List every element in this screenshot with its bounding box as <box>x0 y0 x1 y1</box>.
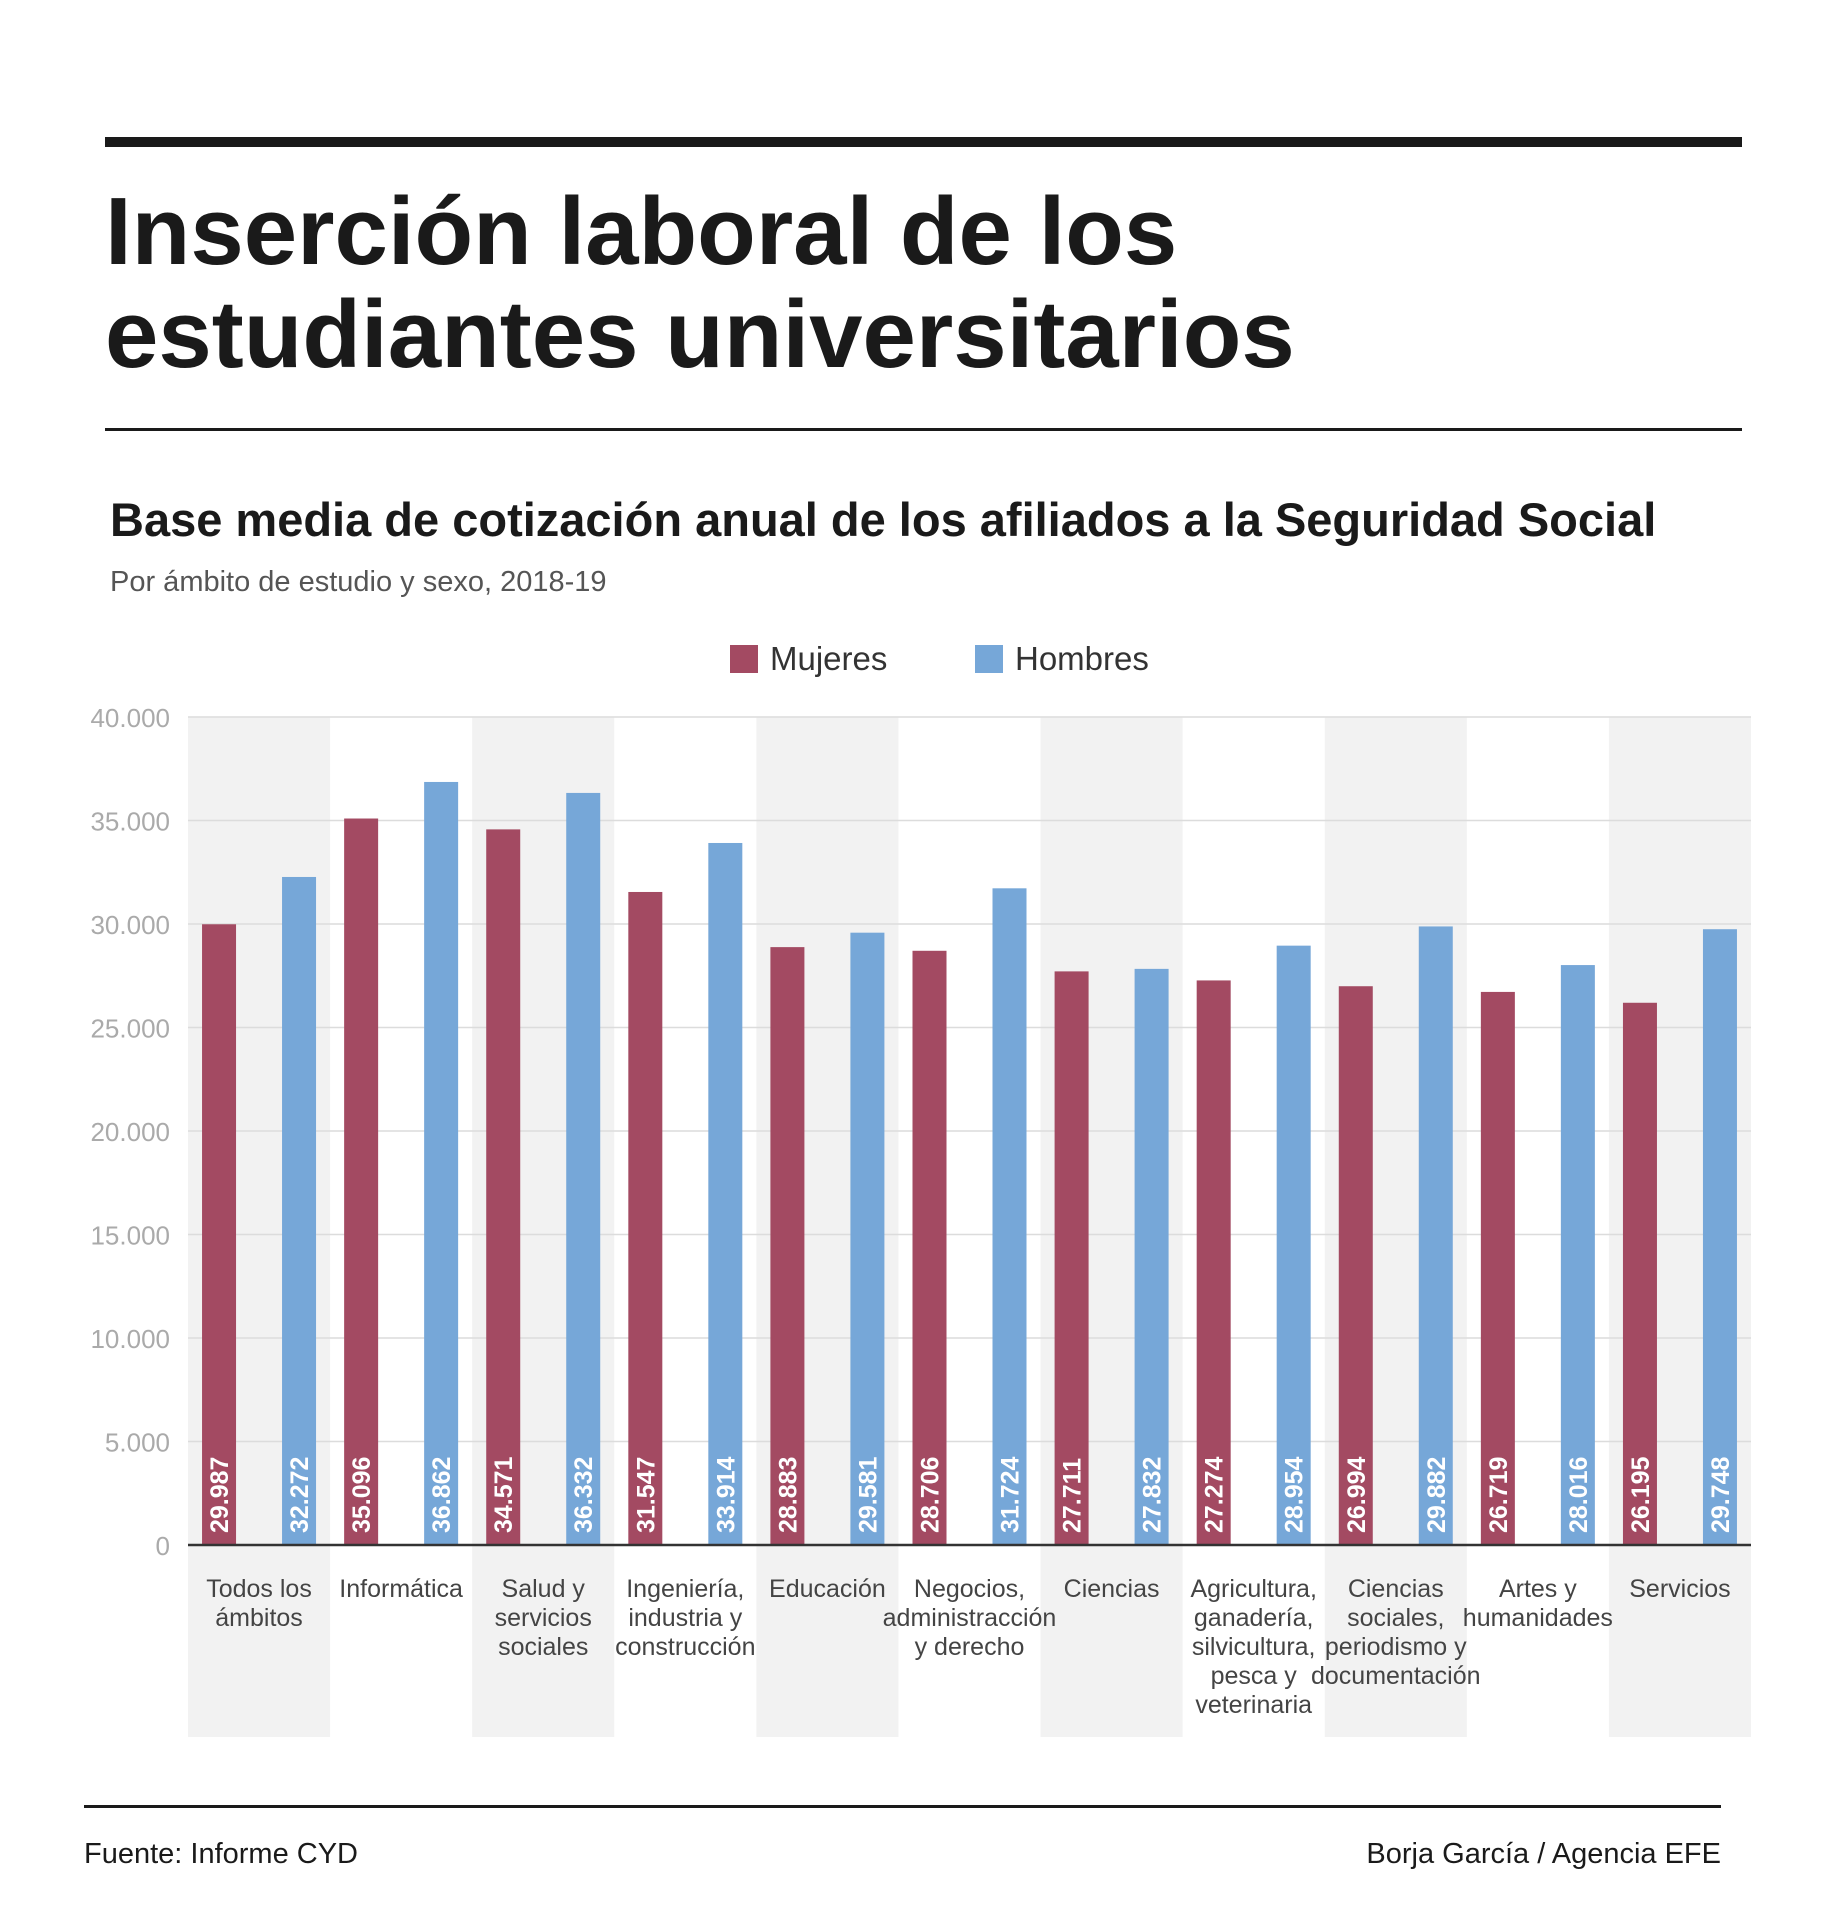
x-category-label: Negocios, administracción y derecho <box>883 1575 1057 1661</box>
y-tick-label: 40.000 <box>90 703 170 733</box>
bar-chart: 0 5.000 10.000 15.000 20.000 25.000 30.000 35.0… <box>90 703 1751 1737</box>
bar-value-label: 28.016 <box>1565 1457 1593 1533</box>
top-rule <box>105 137 1742 147</box>
bar-hombres <box>566 792 601 1545</box>
legend-swatch-mujeres <box>730 645 758 673</box>
bar-value-label: 26.994 <box>1343 1456 1371 1533</box>
x-category-label: Salud y servicios sociales <box>495 1575 592 1661</box>
bar-mujeres <box>1622 1002 1657 1545</box>
credit-note: Borja García / Agencia EFE <box>1366 1838 1721 1870</box>
legend-label-hombres: Hombres <box>1015 640 1149 677</box>
x-category-label: Educación <box>769 1575 886 1603</box>
bar-value-label: 34.571 <box>490 1456 518 1533</box>
bar-hombres <box>708 842 743 1545</box>
bar-hombres <box>1702 929 1737 1545</box>
bar-value-label: 28.706 <box>917 1457 945 1533</box>
page-title: Inserción laboral de los estudiantes uni… <box>105 180 1755 386</box>
bar-hombres <box>1560 965 1595 1545</box>
title-rule <box>105 428 1742 431</box>
y-tick-label: 10.000 <box>90 1324 170 1354</box>
bar-mujeres <box>344 818 379 1545</box>
y-tick-label: 0 <box>156 1531 170 1561</box>
bar-hombres <box>1276 945 1311 1545</box>
bar-mujeres <box>1054 971 1089 1545</box>
bar-value-label: 28.883 <box>774 1457 802 1533</box>
legend-item-mujeres: Mujeres <box>730 640 887 678</box>
legend-swatch-hombres <box>975 645 1003 673</box>
bar-hombres <box>282 876 317 1545</box>
x-category-label: Informática <box>339 1575 463 1603</box>
bar-value-label: 29.882 <box>1423 1457 1451 1533</box>
bar-value-label: 26.719 <box>1485 1457 1513 1533</box>
bar-hombres <box>992 888 1027 1545</box>
bar-value-label: 31.547 <box>632 1457 660 1533</box>
bar-value-label: 31.724 <box>997 1456 1025 1533</box>
title-line-1: Inserción laboral de los <box>105 178 1178 285</box>
chart-caption: Por ámbito de estudio y sexo, 2018-19 <box>110 566 607 598</box>
legend-item-hombres: Hombres <box>975 640 1149 678</box>
bar-value-label: 29.748 <box>1707 1456 1735 1533</box>
bar-value-label: 28.954 <box>1281 1456 1309 1533</box>
bar-hombres <box>424 781 459 1545</box>
bar-hombres <box>1134 968 1169 1545</box>
bar-value-label: 26.195 <box>1627 1456 1655 1533</box>
x-category-label: Ingeniería, industria y construcción <box>615 1575 755 1661</box>
bar-value-label: 27.711 <box>1059 1458 1087 1533</box>
legend-label-mujeres: Mujeres <box>770 640 888 677</box>
x-category-label: Ciencias sociales, periodismo y documentaci… <box>1311 1575 1481 1690</box>
bar-value-label: 29.987 <box>206 1457 234 1533</box>
bar-mujeres <box>1196 980 1231 1545</box>
bar-value-label: 27.274 <box>1201 1456 1229 1533</box>
footer-rule <box>84 1805 1721 1808</box>
bar-value-label: 36.332 <box>570 1457 598 1533</box>
bar-value-label: 36.862 <box>428 1457 456 1533</box>
source-note: Fuente: Informe CYD <box>84 1838 358 1870</box>
y-tick-label: 5.000 <box>105 1428 170 1458</box>
bar-value-label: 29.581 <box>854 1456 882 1533</box>
y-tick-label: 15.000 <box>90 1221 170 1251</box>
chart-subtitle: Base media de cotización anual de los af… <box>110 493 1657 546</box>
bar-value-label: 27.832 <box>1139 1457 1167 1533</box>
y-tick-label: 35.000 <box>90 807 170 837</box>
bar-mujeres <box>770 947 805 1545</box>
x-category-label: Todos los ámbitos <box>206 1575 312 1632</box>
x-category-label: Ciencias <box>1064 1575 1160 1603</box>
bar-value-label: 35.096 <box>348 1457 376 1533</box>
title-line-2: estudiantes universitarios <box>105 281 1295 388</box>
y-tick-label: 30.000 <box>90 910 170 940</box>
bar-mujeres <box>202 924 237 1545</box>
chart-legend: Mujeres Hombres <box>0 640 1837 690</box>
bar-mujeres <box>1480 991 1515 1545</box>
bar-value-label: 32.272 <box>286 1457 314 1533</box>
bar-value-label: 33.914 <box>712 1456 740 1533</box>
x-category-label: Servicios <box>1629 1575 1730 1603</box>
bar-mujeres <box>486 829 521 1545</box>
bar-mujeres <box>628 891 663 1545</box>
y-tick-label: 20.000 <box>90 1117 170 1147</box>
bar-mujeres <box>1338 986 1373 1545</box>
x-category-label: Artes y humanidades <box>1463 1575 1613 1632</box>
y-tick-label: 25.000 <box>90 1014 170 1044</box>
bar-hombres <box>850 932 885 1545</box>
bar-hombres <box>1418 926 1453 1545</box>
bar-mujeres <box>912 950 947 1545</box>
x-category-label: Agricultura, ganadería, silvicultura, pesca… <box>1190 1575 1316 1719</box>
